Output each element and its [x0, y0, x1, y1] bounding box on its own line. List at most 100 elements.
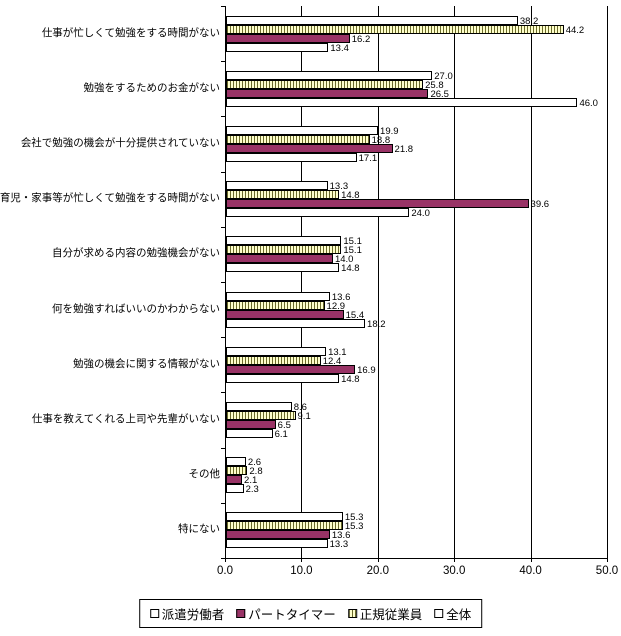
category-label: 育児・家事等が忙しくて勉強をする時間がない [0, 192, 220, 205]
bar-value-label: 12.9 [326, 300, 346, 312]
x-tick-label: 0.0 [217, 565, 233, 577]
bar-value-label: 16.2 [351, 33, 371, 45]
bar-value-label: 16.9 [357, 364, 376, 376]
bar [226, 539, 328, 549]
bar [226, 457, 246, 467]
bar [226, 208, 410, 218]
bar-value-label: 2.1 [244, 475, 258, 487]
bar [226, 475, 243, 485]
category-label: 仕事を教えてくれる上司や先輩がいない [31, 413, 220, 425]
y-tick-mark [221, 337, 225, 339]
bar-value-label: 9.1 [297, 411, 311, 422]
bar [226, 364, 356, 374]
bar [226, 521, 343, 531]
category-label: 会社で勉強の機会が十分提供されていない [20, 137, 220, 149]
bar [226, 79, 424, 89]
legend-item: 正規従業員 [347, 604, 423, 623]
bar-value-label: 19.9 [380, 126, 399, 137]
bar-value-label: 44.2 [565, 24, 585, 36]
bar [226, 70, 433, 80]
bar [226, 411, 296, 420]
x-tick-label: 40.0 [519, 565, 542, 577]
y-tick-mark [221, 6, 225, 7]
bar-value-label: 18.2 [367, 318, 386, 330]
bar-value-label: 38.2 [519, 15, 539, 27]
bar-value-label: 6.1 [274, 429, 288, 440]
bar [226, 309, 344, 319]
bar-value-label: 13.4 [330, 42, 349, 54]
bar-value-label: 15.1 [343, 245, 362, 257]
bar [226, 24, 564, 34]
bar-value-label: 13.3 [329, 539, 349, 551]
category-label: 勉強の機会に関する情報がない [73, 357, 220, 370]
bar-value-label: 15.1 [343, 236, 362, 248]
bar [226, 318, 366, 328]
bar-value-label: 39.6 [530, 199, 550, 211]
bar [226, 300, 325, 310]
bar [226, 236, 342, 246]
x-tick-mark [377, 558, 379, 562]
bar [226, 199, 529, 209]
bar-value-label: 18.8 [371, 135, 391, 146]
bar-value-label: 2.8 [249, 466, 263, 478]
bar-value-label: 12.4 [322, 355, 342, 367]
x-tick-label: 10.0 [290, 565, 313, 577]
bar-value-label: 13.3 [329, 181, 349, 193]
bar-value-label: 27.0 [434, 70, 453, 82]
bar [226, 97, 578, 107]
bar [226, 15, 518, 25]
bar [226, 245, 342, 255]
category-label: 何を勉強すればいいのかわからない [52, 302, 220, 315]
legend-marker [347, 609, 357, 618]
y-tick-mark [221, 226, 225, 228]
x-tick-mark [530, 558, 532, 562]
x-tick-label: 20.0 [366, 565, 389, 577]
bar-value-label: 2.3 [245, 484, 259, 496]
bar [226, 291, 330, 301]
bar-value-label: 13.1 [328, 346, 347, 358]
bar [226, 355, 321, 365]
legend-label: 正規従業員 [359, 608, 423, 622]
bar-value-label: 6.5 [277, 420, 291, 431]
gridline [301, 6, 303, 558]
bar [226, 346, 327, 356]
bar-value-label: 14.8 [341, 263, 360, 275]
x-tick-mark [607, 558, 608, 562]
y-tick-mark [221, 61, 225, 63]
bar-value-label: 2.6 [247, 457, 262, 469]
category-label: 勉強をするためのお金がない [83, 81, 221, 94]
x-axis-line [225, 558, 608, 559]
y-tick-mark [221, 116, 225, 118]
y-tick-mark [221, 502, 225, 504]
bar-value-label: 25.8 [425, 79, 444, 91]
bar-value-label: 15.4 [345, 309, 365, 321]
bar [226, 144, 393, 153]
bar [226, 181, 328, 191]
x-tick-label: 50.0 [595, 565, 619, 577]
y-axis-line [225, 6, 226, 559]
y-tick-mark [221, 392, 225, 394]
bar [226, 126, 379, 135]
bar-value-label: 15.3 [344, 521, 364, 533]
category-label: 特にない [178, 523, 220, 536]
legend: 派遣労働者 パートタイマー 正規従業員 全体 [138, 599, 483, 628]
x-tick-mark [454, 558, 456, 562]
legend-item: 全体 [434, 604, 471, 623]
bar [226, 402, 292, 411]
bar [226, 420, 276, 429]
bar [226, 466, 248, 476]
legend-marker [236, 609, 246, 618]
gridline [607, 6, 608, 558]
bar [226, 512, 343, 522]
bar-value-label: 14.0 [334, 254, 354, 266]
x-tick-mark [301, 558, 303, 562]
bar-value-label: 17.1 [358, 153, 378, 164]
bar [226, 263, 340, 273]
legend-label: 全体 [446, 608, 472, 622]
bar-value-label: 13.6 [331, 291, 351, 303]
bar-value-label: 21.8 [394, 144, 414, 155]
legend-item: 派遣労働者 [149, 604, 224, 623]
bar [226, 33, 350, 43]
y-tick-mark [221, 447, 225, 449]
bar-value-label: 46.0 [579, 97, 598, 109]
